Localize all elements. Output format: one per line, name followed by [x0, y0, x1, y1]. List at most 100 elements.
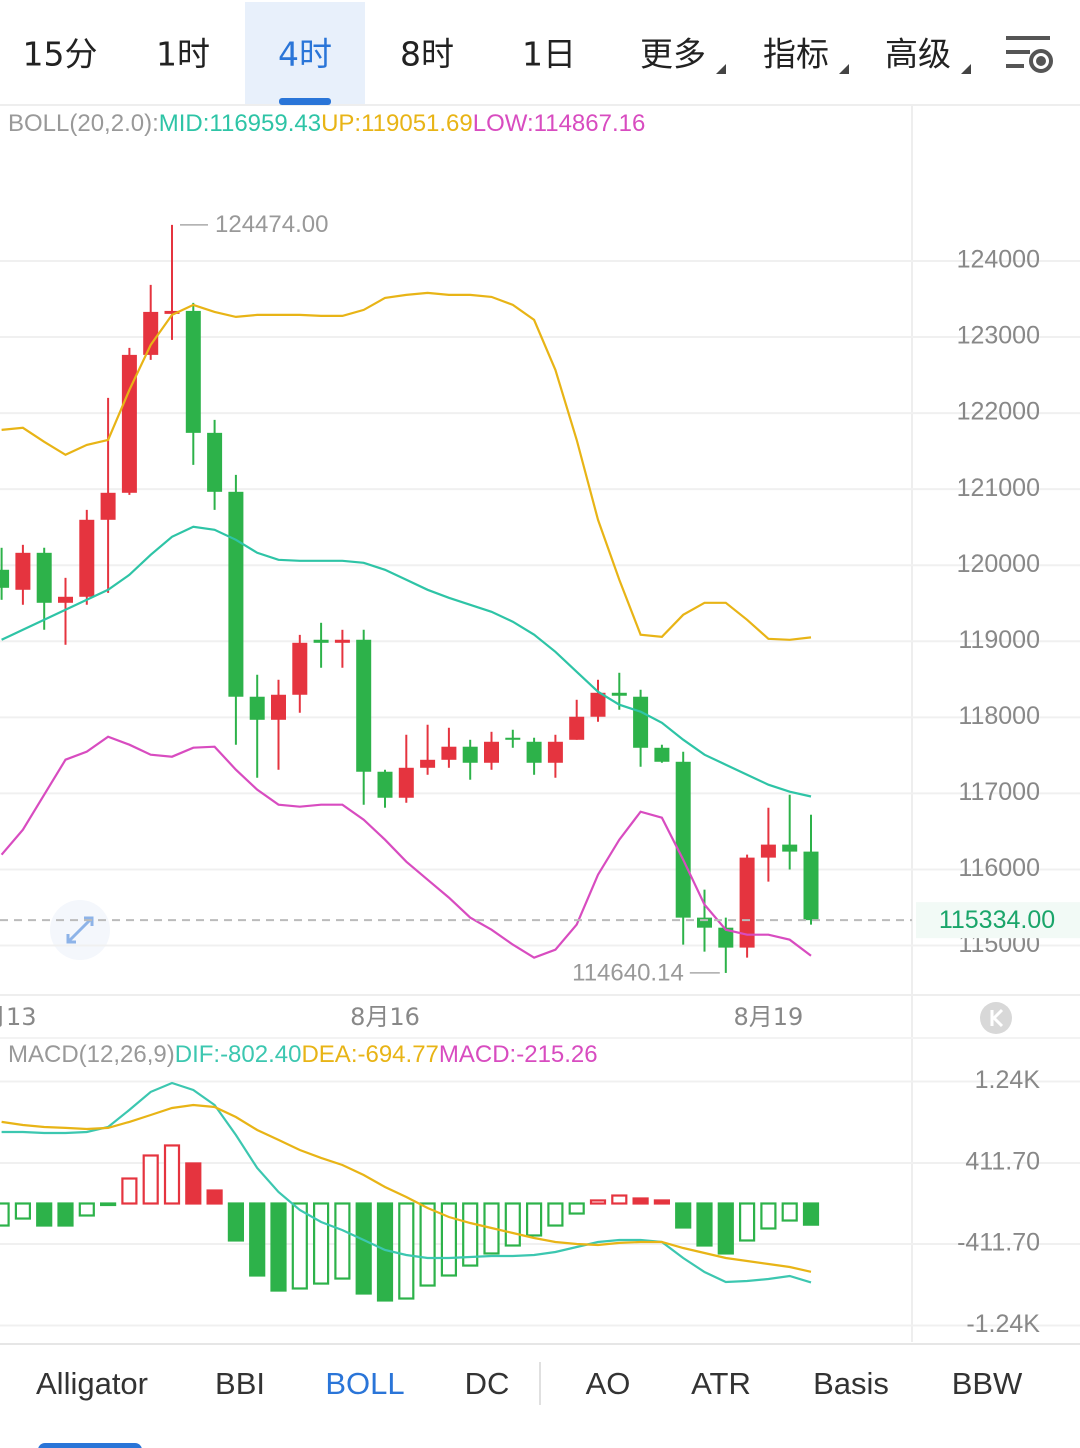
- candle-body: [15, 552, 31, 590]
- legend-entry: DEA:-694.77: [301, 1041, 438, 1068]
- timeframe-tab[interactable]: 15分: [23, 35, 98, 74]
- legend-entry: LOW:114867.16: [473, 110, 646, 137]
- boll-line: [0, 735, 812, 959]
- last-price-box: [916, 902, 1080, 939]
- boll-line: [1, 525, 812, 798]
- candle-body: [590, 692, 606, 717]
- legend-entry: MID:116959.43: [159, 110, 321, 137]
- last-price-label: 115334.00: [939, 906, 1055, 934]
- candle-body: [547, 741, 563, 763]
- candle-body: [505, 737, 521, 740]
- indicator-tab[interactable]: ATR: [691, 1366, 751, 1401]
- macd-bar: [227, 1202, 244, 1242]
- expand-arrows: [66, 916, 94, 944]
- candle-body: [292, 642, 308, 695]
- legend-entry: UP:119051.69: [321, 110, 473, 137]
- y-tick-label: 116000: [958, 854, 1040, 882]
- macd-bar: [760, 1202, 777, 1230]
- settings-icon[interactable]: [1006, 36, 1053, 73]
- macd-bar: [163, 1144, 181, 1205]
- macd-bar: [291, 1202, 308, 1290]
- timeframe-tab[interactable]: 8时: [400, 35, 454, 74]
- expand-button[interactable]: [50, 900, 110, 960]
- macd-bar: [717, 1202, 734, 1255]
- indicator-tab[interactable]: BOLL: [325, 1366, 404, 1401]
- candle-body: [633, 696, 649, 748]
- menu-tab[interactable]: 更多: [640, 35, 706, 74]
- dropdown-marker: [961, 64, 971, 74]
- candle-body: [654, 747, 670, 762]
- annotation-label: 124474.00: [215, 211, 328, 238]
- dropdown-marker: [839, 64, 849, 74]
- timeframe-tab[interactable]: 1时: [156, 35, 210, 74]
- y-tick-label: 117000: [958, 778, 1040, 806]
- macd-line: [1, 1081, 812, 1284]
- indicator-tab[interactable]: Alligator: [36, 1366, 148, 1401]
- candle-body: [611, 692, 627, 696]
- tab-active-bg: [245, 2, 365, 104]
- y-tick-label: 118000: [958, 702, 1040, 730]
- macd-bar: [653, 1199, 671, 1205]
- candle-body: [207, 432, 223, 492]
- candle-body: [164, 310, 180, 314]
- indicator-tab[interactable]: BBI: [215, 1366, 265, 1401]
- indicator-tab[interactable]: Basis: [813, 1366, 889, 1401]
- menu-tab[interactable]: 指标: [763, 35, 829, 74]
- candle-body: [356, 639, 372, 772]
- candle-body: [398, 767, 414, 798]
- macd-bar: [802, 1202, 820, 1226]
- indicator-tab[interactable]: DC: [465, 1366, 510, 1401]
- y-tick-label: 123000: [957, 322, 1040, 350]
- macd-bar: [0, 1202, 10, 1227]
- icon-gear-center: [1036, 56, 1046, 66]
- candle-body: [760, 844, 776, 858]
- candle-body: [420, 759, 436, 768]
- y-tick-label: -411.70: [957, 1229, 1040, 1257]
- menu-tab[interactable]: 高级: [885, 35, 951, 74]
- dropdown-markers: [716, 64, 971, 74]
- y-tick-label: 120000: [957, 550, 1040, 578]
- timeframe-tab[interactable]: 4时: [278, 35, 332, 74]
- macd-bar: [355, 1202, 372, 1295]
- macd-bar: [781, 1202, 798, 1222]
- macd-bar: [57, 1202, 74, 1227]
- macd-bar: [547, 1202, 564, 1227]
- annotation-label: 114640.14: [572, 959, 684, 986]
- y-tick-label: 1.24K: [975, 1066, 1041, 1094]
- macd-bar: [738, 1202, 756, 1242]
- y-tick-label: 124000: [957, 246, 1040, 274]
- macd-bar: [589, 1199, 607, 1205]
- macd-bar: [632, 1197, 649, 1205]
- boll-line: [1, 291, 812, 641]
- macd-bar: [206, 1189, 223, 1205]
- candle-body: [100, 492, 116, 520]
- timeframe-tab[interactable]: 1日: [522, 35, 576, 74]
- candle-body: [271, 694, 286, 720]
- macd-bar: [270, 1202, 287, 1292]
- tab-backgrounds: [245, 2, 365, 104]
- indicator-tab[interactable]: BBW: [952, 1366, 1023, 1401]
- indicator-tab[interactable]: AO: [586, 1366, 631, 1401]
- macd-bar: [462, 1202, 479, 1267]
- candle-body: [79, 519, 95, 597]
- candle-body: [0, 569, 10, 588]
- candle-body: [121, 354, 137, 493]
- macd-bar: [675, 1202, 692, 1229]
- candle-body: [782, 844, 798, 852]
- icon-gear: [1029, 49, 1053, 73]
- macd-bar: [504, 1202, 521, 1247]
- macd-bar: [568, 1202, 585, 1215]
- y-tick-label: 119000: [958, 626, 1040, 654]
- candle-body: [36, 552, 52, 603]
- candle-body: [569, 716, 585, 740]
- x-tick-label: 8月19: [733, 1003, 803, 1031]
- y-tick-label: -1.24K: [966, 1310, 1040, 1338]
- candle-body: [249, 696, 265, 720]
- back-button[interactable]: [980, 1002, 1012, 1034]
- y-tick-label: 411.70: [965, 1148, 1040, 1176]
- macd-bar: [398, 1202, 415, 1300]
- macd-bar: [142, 1154, 159, 1205]
- macd-bar: [185, 1162, 202, 1205]
- macd-bar: [611, 1194, 628, 1205]
